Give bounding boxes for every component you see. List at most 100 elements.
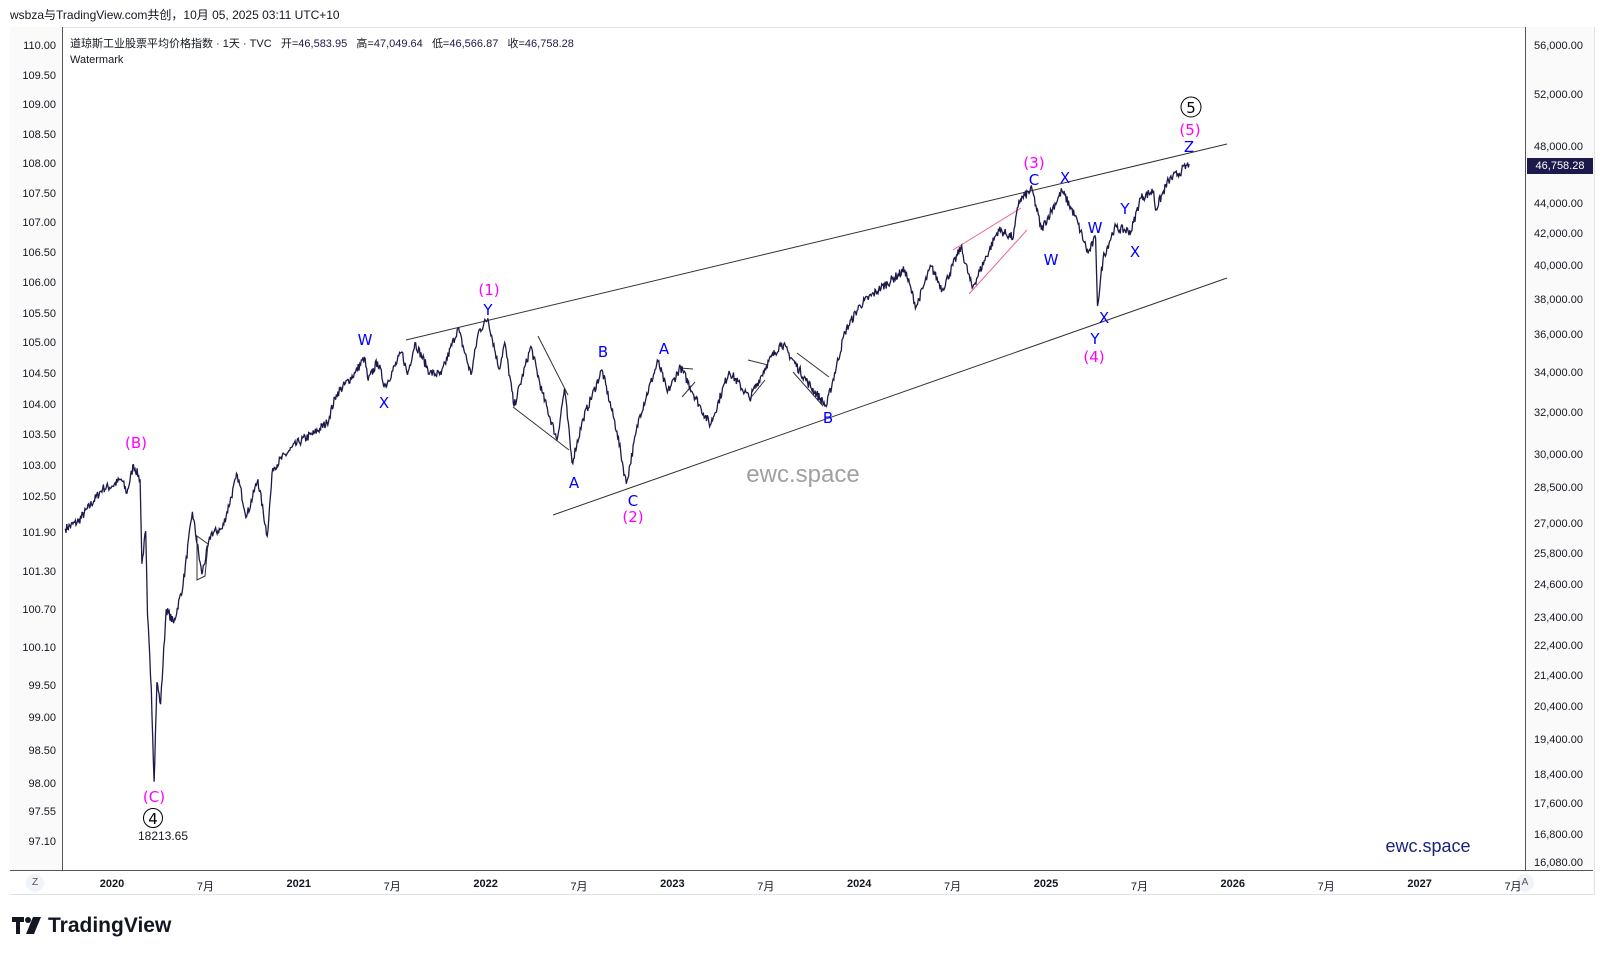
left-axis-tick: 101.30 <box>22 566 56 578</box>
left-axis-tick: 106.00 <box>22 277 56 289</box>
channel-upper-line[interactable] <box>405 143 1228 341</box>
right-axis-tick: 24,600.00 <box>1534 578 1583 591</box>
time-axis-tick: 7月 <box>757 881 775 893</box>
channel-lower-line[interactable] <box>552 277 1228 516</box>
wave-label[interactable]: X <box>1130 243 1140 261</box>
left-axis-tick: 104.00 <box>22 399 56 411</box>
wave-label[interactable]: W <box>358 331 373 349</box>
wave-label[interactable]: 4 <box>148 810 158 828</box>
wave-label[interactable]: X <box>379 394 389 412</box>
wave-label[interactable]: C <box>628 492 638 510</box>
wave-label[interactable]: W <box>1044 251 1059 269</box>
pink-wedge-lower[interactable] <box>968 229 1028 295</box>
wave-label[interactable]: (5) <box>1179 121 1200 139</box>
time-axis-tick: 7月 <box>1317 881 1335 893</box>
open-value: 46,583.95 <box>298 38 348 50</box>
left-axis-tick: 109.00 <box>22 99 56 111</box>
tradingview-logo-icon <box>12 917 41 934</box>
wave-circle-4[interactable] <box>143 808 163 828</box>
wave-label[interactable]: A <box>659 340 670 358</box>
high-label: 高= <box>356 38 374 50</box>
trend-line[interactable] <box>512 406 570 451</box>
time-axis[interactable]: Z A 2020 7月 2021 7月 2022 7月 2023 7月 2024 7月 2025 7月… <box>10 870 1593 894</box>
time-axis-tick: 2023 <box>660 878 685 890</box>
wave-label[interactable]: Y <box>1089 330 1100 348</box>
left-axis-tick: 109.50 <box>22 70 56 82</box>
right-axis-tick: 48,000.00 <box>1534 140 1583 153</box>
trend-line[interactable] <box>796 352 830 378</box>
triangle-drawing[interactable] <box>196 535 209 581</box>
time-axis-tick: 7月 <box>944 881 962 893</box>
right-axis-tick: 40,000.00 <box>1534 260 1583 273</box>
low-price-annotation: 18213.65 <box>138 829 188 843</box>
wave-label[interactable]: (1) <box>478 281 499 299</box>
wave-label[interactable]: A <box>569 474 580 492</box>
low-label: 低= <box>431 38 450 50</box>
wave-circle-5[interactable] <box>1180 96 1202 118</box>
time-axis-tick: 7月 <box>383 881 401 893</box>
time-axis-tick: 7月 <box>196 881 214 893</box>
last-price-label: 46,758.28 <box>1527 158 1593 174</box>
wave-label[interactable]: Y <box>482 301 493 319</box>
left-axis-tick: 105.50 <box>22 308 56 320</box>
wave-label[interactable]: (3) <box>1023 154 1044 172</box>
price-line <box>64 162 1190 782</box>
trend-line[interactable] <box>747 359 769 366</box>
right-axis-tick: 36,000.00 <box>1534 329 1583 342</box>
right-axis-tick: 25,800.00 <box>1534 547 1583 560</box>
right-axis-tick: 38,000.00 <box>1534 293 1583 306</box>
trend-line[interactable] <box>537 335 569 396</box>
time-axis-tick: 2026 <box>1220 878 1246 890</box>
left-axis-tick: 108.50 <box>22 129 56 141</box>
right-axis-tick: 27,000.00 <box>1534 517 1583 530</box>
symbol-title[interactable]: 道琼斯工业股票平均价格指数 · 1天 · TVC <box>70 38 272 50</box>
right-axis-tick: 42,000.00 <box>1534 228 1583 241</box>
left-scale-z-button[interactable]: Z <box>26 874 44 892</box>
chart-caption: wsbza与TradingView.com共创，10月 05, 2025 03:… <box>10 8 340 22</box>
watermark-corner: ewc.space <box>1385 836 1470 856</box>
wave-label[interactable]: (4) <box>1083 348 1104 366</box>
time-axis-tick: 2027 <box>1407 878 1432 890</box>
left-axis-tick: 107.50 <box>22 188 56 200</box>
wave-label[interactable]: X <box>1099 309 1109 327</box>
wave-label[interactable]: (2) <box>622 508 643 526</box>
left-axis-tick: 106.50 <box>22 247 56 259</box>
chart-frame[interactable] <box>10 27 1595 895</box>
right-axis-tick: 17,600.00 <box>1534 798 1583 811</box>
pink-wedge-upper[interactable] <box>952 207 1022 251</box>
time-axis-tick: 7月 <box>570 881 588 893</box>
left-axis-tick: 105.00 <box>22 337 56 349</box>
wave-label[interactable]: (B) <box>125 434 147 452</box>
wave-label[interactable]: 5 <box>1186 99 1196 117</box>
wave-label[interactable]: Z <box>1184 138 1194 156</box>
wave-label[interactable]: X <box>1060 169 1070 187</box>
right-axis-tick: 23,400.00 <box>1534 611 1583 624</box>
wave-label[interactable]: B <box>598 343 608 361</box>
left-axis-tick: 98.50 <box>28 745 56 757</box>
left-axis-tick: 104.50 <box>22 368 56 380</box>
right-axis-tick: 21,400.00 <box>1534 670 1583 683</box>
tradingview-logo[interactable]: TradingView <box>12 914 171 938</box>
left-axis-tick: 97.10 <box>28 836 56 848</box>
time-axis-tick: 2021 <box>286 878 312 890</box>
left-axis-tick: 103.50 <box>22 429 56 441</box>
wave-label[interactable]: C <box>1029 171 1039 189</box>
left-axis-tick: 100.10 <box>22 642 56 654</box>
wave-label[interactable]: B <box>823 409 833 427</box>
wave-label[interactable]: Y <box>1119 200 1130 218</box>
wave-label[interactable]: W <box>1088 219 1103 237</box>
time-axis-tick: 7月 <box>1130 881 1148 893</box>
trend-line[interactable] <box>792 371 824 407</box>
trend-line[interactable] <box>681 381 696 398</box>
time-axis-tick: 2020 <box>99 878 125 890</box>
left-axis-tick: 99.00 <box>28 712 56 724</box>
wave-label[interactable]: (C) <box>143 788 165 806</box>
watermark-legend[interactable]: Watermark <box>70 54 124 66</box>
left-axis-tick: 100.70 <box>22 604 56 616</box>
left-price-axis[interactable]: 110.00 109.50 109.00 108.50 108.00 107.50 107.… <box>10 27 63 870</box>
time-axis-tick: 2025 <box>1033 878 1059 890</box>
right-axis-tick: 16,800.00 <box>1534 828 1583 841</box>
right-axis-tick: 19,400.00 <box>1534 734 1583 747</box>
auto-scale-button[interactable]: A <box>1516 874 1534 892</box>
